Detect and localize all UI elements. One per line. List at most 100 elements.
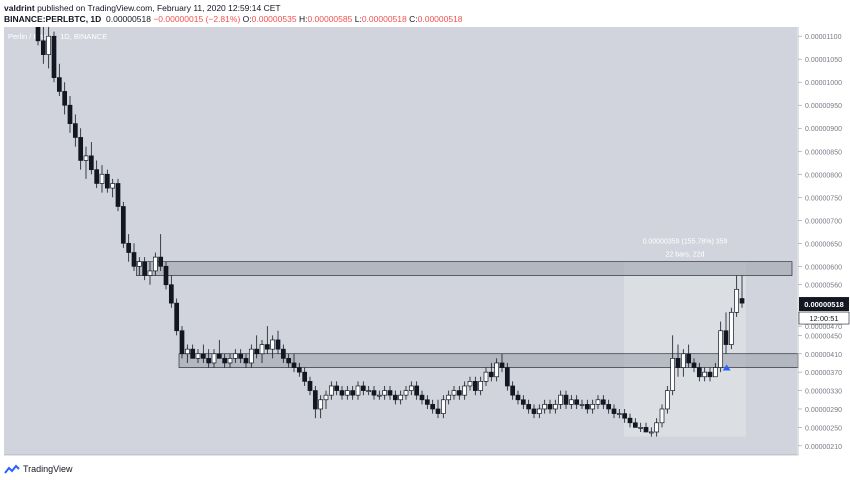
open-label: O: — [242, 14, 252, 24]
candle-body — [200, 353, 206, 359]
y-tick-label: 0.00000560 — [805, 283, 842, 290]
candle-body — [350, 390, 356, 396]
candle-body — [702, 371, 708, 378]
candle-body — [691, 362, 697, 368]
candle-body — [344, 390, 350, 396]
candle-body — [568, 399, 574, 405]
candle-body — [382, 390, 388, 396]
close-value: 0.00000518 — [417, 14, 463, 24]
candle-body — [643, 427, 649, 433]
candle-body — [248, 348, 254, 364]
y-tick-label: 0.00000750 — [805, 195, 842, 202]
candle-body — [526, 404, 532, 410]
countdown-label: 12:00:51 — [809, 314, 838, 323]
candle-body — [291, 362, 297, 368]
candle-body — [270, 339, 276, 350]
countdown-tag — [798, 311, 850, 325]
candle-body — [536, 408, 542, 414]
candle-body — [40, 40, 46, 55]
candle-body — [72, 123, 78, 138]
candle-body — [328, 385, 334, 396]
price-change: −0.00000015 (−2.81%) — [153, 14, 241, 24]
candle-body — [739, 298, 745, 304]
candle-body — [323, 394, 329, 401]
low-label: L: — [354, 14, 362, 24]
candle-body — [99, 173, 105, 184]
candle-body — [312, 390, 318, 410]
y-tick-label: 0.00000950 — [805, 103, 842, 110]
candle-body — [552, 404, 558, 410]
y-tick-label: 0.00000850 — [805, 149, 842, 156]
y-tick-label: 0.00000650 — [805, 241, 842, 248]
candle-body — [478, 381, 484, 391]
candle-body — [622, 413, 628, 419]
candle-body — [280, 348, 286, 359]
candle-body — [398, 394, 404, 401]
candle-body — [712, 367, 718, 378]
y-tick-label: 0.00000900 — [805, 126, 842, 133]
close-label: C: — [409, 14, 418, 24]
candle-body — [520, 399, 526, 405]
candle-body — [616, 413, 622, 415]
candle-body — [627, 417, 633, 424]
candle-body — [488, 371, 494, 378]
tradingview-footer[interactable]: TradingView — [4, 463, 73, 475]
y-tick-label: 0.00000290 — [805, 407, 842, 414]
resistance-zone — [136, 261, 793, 276]
measure-sub-label: 22 bars, 22d — [666, 252, 705, 259]
y-tick-label: 0.00000600 — [805, 264, 842, 271]
candle-body — [387, 390, 393, 396]
candle-body — [467, 381, 473, 387]
candle-body — [67, 104, 73, 124]
last-price-label: 0.00000518 — [804, 300, 844, 309]
candle-body — [414, 385, 420, 396]
candle-body — [632, 422, 638, 428]
candle-body — [419, 394, 425, 401]
candle-body — [222, 358, 228, 364]
candle-body — [600, 399, 606, 405]
candle-body — [376, 394, 382, 397]
candle-body — [499, 362, 505, 368]
candle-body — [158, 256, 164, 267]
candle-body — [680, 353, 686, 368]
symbol-line: BINANCE:PERLBTC, 1D 0.00000518 −0.000000… — [4, 14, 463, 24]
candle-body — [403, 390, 409, 396]
candle-body — [472, 381, 478, 391]
chart-area[interactable]: Perlin / Bitcoin, 1D, BINANCE 0.00000359 … — [0, 26, 850, 480]
candle-body — [243, 358, 249, 364]
candle-body — [723, 330, 729, 345]
candle-body — [424, 399, 430, 405]
candle-body — [515, 394, 521, 401]
candle-body — [579, 404, 585, 406]
price-chart[interactable]: Perlin / Bitcoin, 1D, BINANCE 0.00000359 … — [0, 26, 850, 468]
candle-body — [131, 252, 137, 267]
candle-body — [168, 284, 174, 304]
candle-body — [264, 344, 270, 350]
y-tick-label: 0.00000410 — [805, 352, 842, 359]
candle-body — [686, 353, 692, 364]
open-value: 0.00000535 — [251, 14, 297, 24]
candle-body — [46, 35, 52, 55]
candle-body — [542, 404, 548, 410]
candle-body — [392, 394, 398, 401]
candle-body — [360, 385, 366, 391]
candle-body — [355, 385, 361, 396]
candle-body — [78, 137, 84, 161]
candle-body — [670, 358, 676, 391]
candle-body — [142, 261, 148, 276]
y-tick-label: 0.00001100 — [805, 34, 842, 41]
candle-body — [638, 427, 644, 429]
candle-body — [595, 399, 601, 405]
candle-body — [318, 399, 324, 410]
candle-body — [238, 353, 244, 359]
chart-title: Perlin / Bitcoin, 1D, BINANCE — [8, 32, 107, 41]
candle-body — [88, 155, 94, 171]
candle-body — [696, 367, 702, 378]
candle-body — [120, 206, 126, 244]
candle-body — [440, 399, 446, 414]
candle-body — [606, 404, 612, 410]
candle-body — [334, 385, 340, 391]
candle-body — [184, 348, 190, 355]
candle-body — [648, 431, 654, 434]
candle-body — [456, 390, 462, 396]
